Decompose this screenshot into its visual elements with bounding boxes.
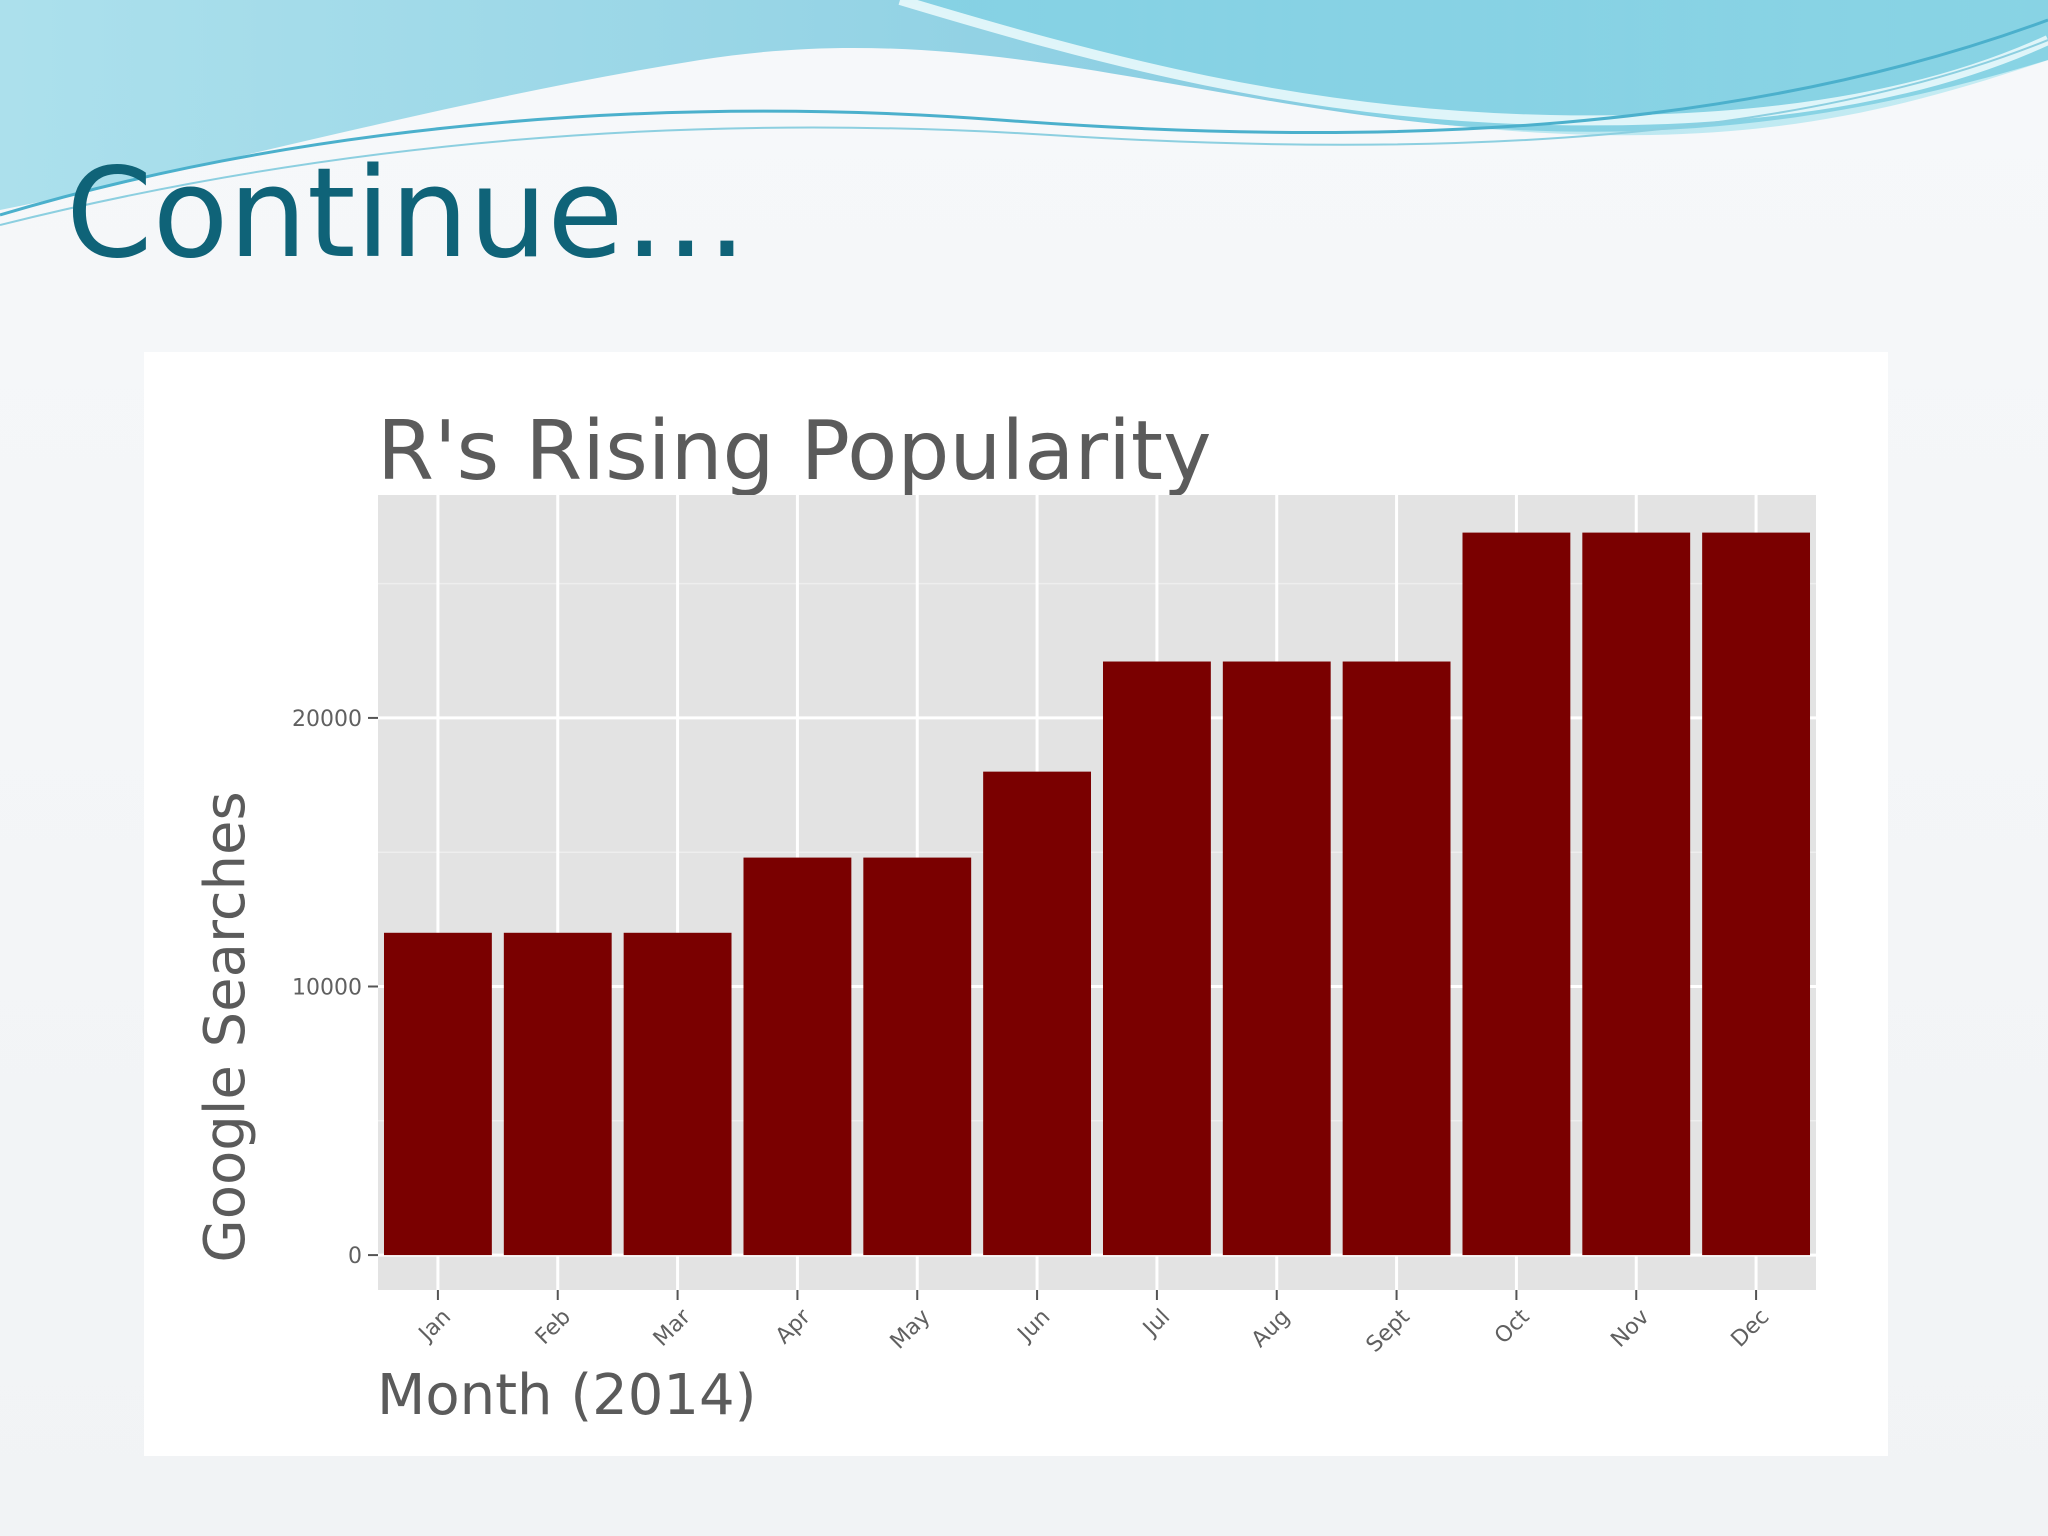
bar-mar xyxy=(623,932,732,1256)
bar-jun xyxy=(983,771,1092,1256)
plot-area: 0 10000 20000 Jan Feb Mar Apr May Jun Jul Aug Sept O… xyxy=(292,495,1816,1358)
x-tick-label-apr: Apr xyxy=(771,1304,816,1349)
x-tick-label-jan: Jan xyxy=(413,1305,456,1348)
wave-line-1 xyxy=(0,18,2048,217)
x-axis-label: Month (2014) xyxy=(377,1363,757,1428)
bar-feb xyxy=(503,932,612,1256)
y-axis-label: Google Searches xyxy=(193,791,258,1262)
bar-chart: R's Rising Popularity 0 10000 20000 Jan Feb M… xyxy=(193,404,1816,1428)
x-tick-label-jun: Jun xyxy=(1012,1305,1055,1348)
x-tick-label-feb: Feb xyxy=(531,1305,576,1350)
wave-highlight xyxy=(898,0,2048,126)
bar-dec xyxy=(1702,532,1811,1256)
bar-oct xyxy=(1462,532,1571,1256)
wave-line-2 xyxy=(0,39,2048,226)
x-tick-label-sept: Sept xyxy=(1362,1304,1415,1357)
slide-title: Continue… xyxy=(66,142,748,286)
bar-jan xyxy=(383,932,492,1256)
x-tick-label-dec: Dec xyxy=(1727,1305,1775,1353)
x-tick-label-oct: Oct xyxy=(1490,1304,1535,1349)
bar-aug xyxy=(1222,661,1331,1256)
x-tick-label-mar: Mar xyxy=(649,1304,697,1352)
x-tick-label-may: May xyxy=(886,1305,936,1355)
plot-background xyxy=(378,495,1816,1290)
bar-apr xyxy=(743,857,852,1256)
wave-band-front xyxy=(0,0,2048,136)
bar-may xyxy=(863,857,972,1256)
y-tick-label: 10000 xyxy=(292,976,362,1001)
bar-jul xyxy=(1102,661,1211,1256)
x-tick-label-aug: Aug xyxy=(1247,1305,1295,1353)
y-tick-label: 0 xyxy=(348,1244,362,1269)
x-tick-label-jul: Jul xyxy=(1137,1305,1175,1343)
chart-title: R's Rising Popularity xyxy=(377,404,1212,499)
chart-panel: R's Rising Popularity 0 10000 20000 Jan Feb M… xyxy=(144,352,1888,1456)
bar-sept xyxy=(1342,661,1451,1256)
bar-nov xyxy=(1582,532,1691,1256)
y-tick-label: 20000 xyxy=(292,707,362,732)
wave-decoration xyxy=(0,0,2048,226)
x-tick-label-nov: Nov xyxy=(1606,1305,1654,1353)
